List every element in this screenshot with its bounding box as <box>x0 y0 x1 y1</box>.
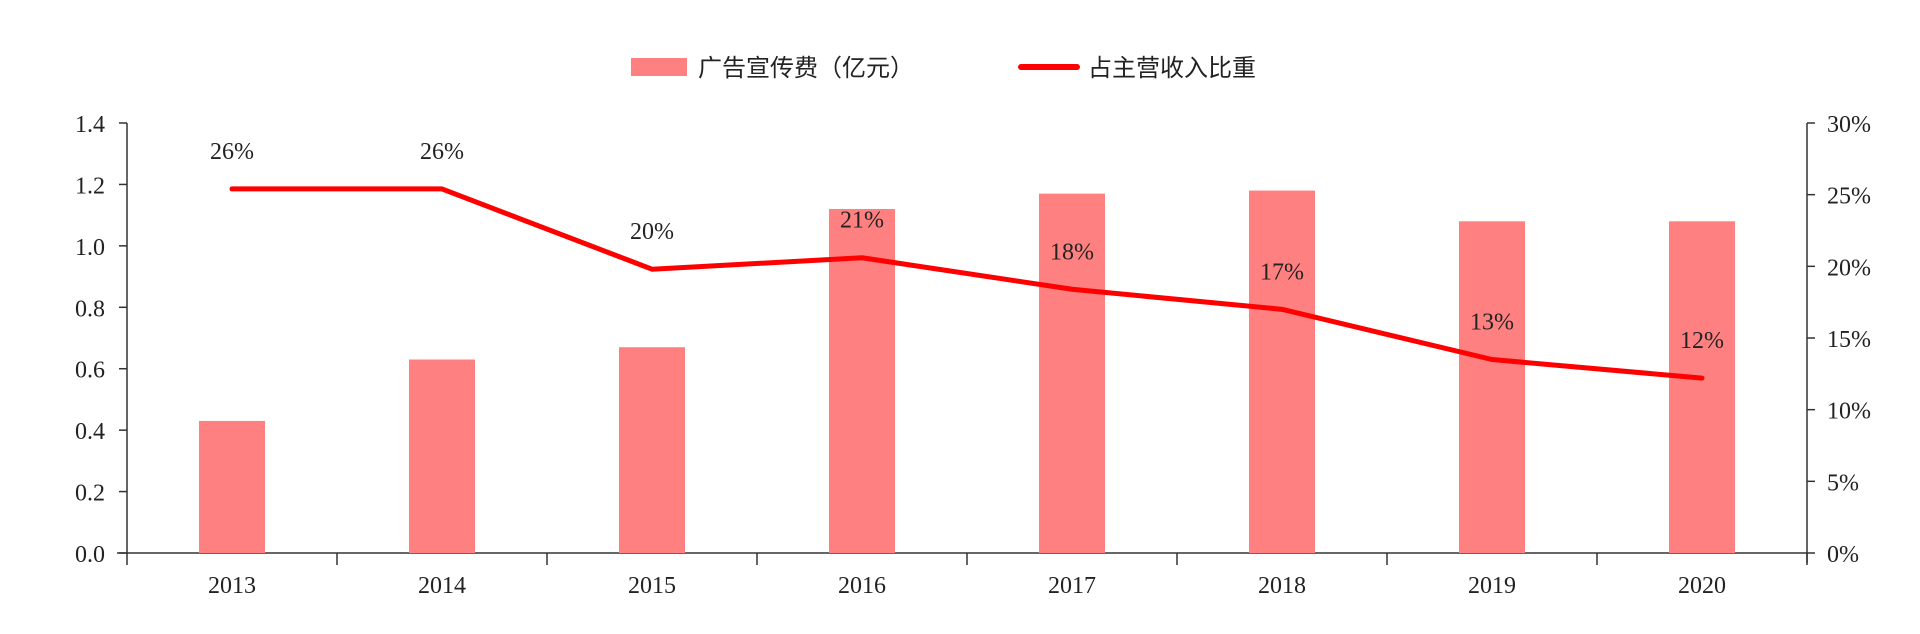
x-axis-tick-label: 2014 <box>418 573 466 599</box>
right-axis-tick-label: 30% <box>1827 112 1871 138</box>
x-axis-tick-label: 2013 <box>208 573 256 599</box>
bar-2019 <box>1459 221 1525 554</box>
ratio-data-label: 17% <box>1260 259 1304 285</box>
x-axis-tick-label: 2019 <box>1468 573 1516 599</box>
bar-2016 <box>829 209 895 553</box>
ratio-data-label: 13% <box>1470 310 1514 336</box>
left-axis-tick-label: 0.4 <box>75 419 105 445</box>
bar-2013 <box>199 420 265 553</box>
left-axis-tick-label: 0.8 <box>75 296 105 322</box>
legend-swatch-bar <box>631 58 687 76</box>
ratio-data-label: 20% <box>630 219 674 245</box>
ratio-data-label: 26% <box>210 139 254 165</box>
ratio-data-label: 26% <box>420 139 464 165</box>
left-axis-tick-label: 0.0 <box>75 542 105 568</box>
ratio-line <box>229 186 1705 381</box>
ratio-data-label: 18% <box>1050 239 1094 265</box>
bar-2020 <box>1669 221 1735 554</box>
left-axis-tick-label: 1.4 <box>75 112 105 138</box>
right-axis-tick-label: 0% <box>1827 542 1859 568</box>
x-axis-tick-label: 2018 <box>1258 573 1306 599</box>
ratio-data-label: 12% <box>1680 328 1724 354</box>
legend-label-bar: 广告宣传费（亿元） <box>698 54 914 82</box>
legend-label-line: 占主营收入比重 <box>1088 54 1256 82</box>
right-axis-tick-label: 10% <box>1827 399 1871 425</box>
right-axis-tick-label: 20% <box>1827 255 1871 281</box>
x-axis-tick-label: 2017 <box>1048 573 1096 599</box>
right-axis-tick-label: 15% <box>1827 327 1871 353</box>
x-axis-tick-label: 2016 <box>838 573 886 599</box>
legend: 广告宣传费（亿元） 占主营收入比重 <box>631 54 1256 82</box>
x-axis-tick-label: 2020 <box>1678 573 1726 599</box>
left-axis-tick-label: 1.0 <box>75 235 105 261</box>
bar-2017 <box>1039 193 1105 553</box>
bar-2015 <box>619 347 685 553</box>
ratio-data-label: 21% <box>840 208 884 234</box>
right-axis-tick-label: 5% <box>1827 470 1859 496</box>
right-axis-tick-label: 25% <box>1827 184 1871 210</box>
bar-2014 <box>409 359 475 553</box>
x-axis-tick-label: 2015 <box>628 573 676 599</box>
left-axis-tick-label: 0.6 <box>75 358 105 384</box>
left-axis-tick-label: 1.2 <box>75 173 105 199</box>
bar-2018 <box>1249 190 1315 554</box>
left-axis-tick-label: 0.2 <box>75 481 105 507</box>
